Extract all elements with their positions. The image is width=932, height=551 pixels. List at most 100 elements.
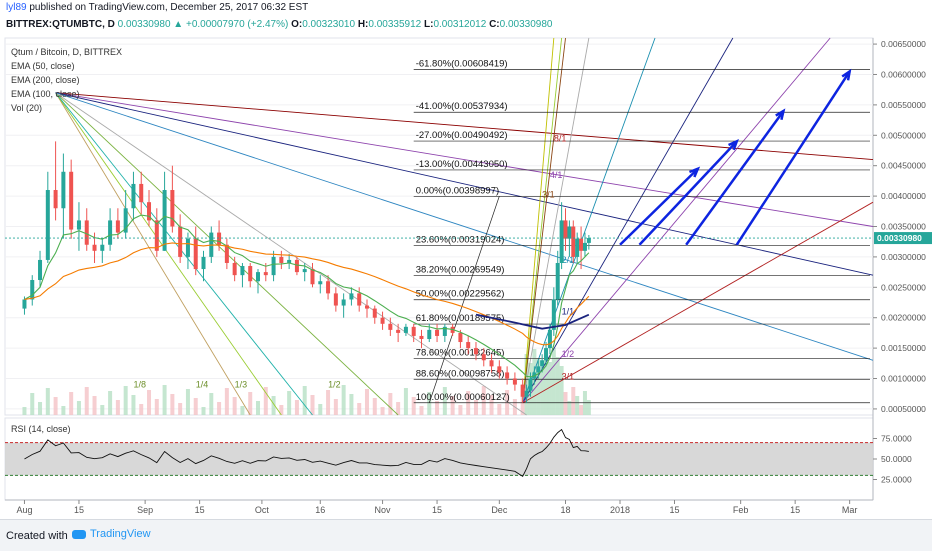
candle-body [372, 308, 377, 318]
x-tick-label: 15 [669, 505, 679, 515]
gann-fan-line [522, 37, 563, 403]
candle-body [497, 366, 502, 373]
candle-body [224, 244, 229, 263]
candle-body [147, 202, 152, 221]
gann-fan-line [522, 37, 831, 404]
y-tick-label: 0.00550000 [881, 100, 926, 110]
x-tick-label: Oct [255, 505, 270, 515]
candle-body [310, 269, 315, 285]
volume-bar [170, 394, 175, 415]
rsi-line [24, 428, 589, 477]
volume-bar [209, 393, 214, 415]
legend-ema200[interactable]: EMA (200, close) [11, 75, 80, 85]
candle-body [162, 190, 167, 251]
volume-bar [248, 392, 253, 415]
volume-bar [294, 400, 299, 415]
volume-bar [162, 385, 167, 415]
candle-body [178, 226, 183, 257]
volume-bar [154, 399, 159, 415]
gann-fan-line [522, 201, 874, 404]
volume-bar [240, 406, 245, 415]
brand-text: TradingView [90, 528, 151, 540]
candle-body [326, 281, 331, 294]
volume-bar [442, 387, 447, 415]
rsi-band [5, 442, 873, 476]
tradingview-brand[interactable]: TradingView [72, 528, 151, 540]
volume-bar [61, 406, 66, 415]
candle-body [22, 299, 27, 309]
candle-body [271, 256, 276, 276]
fib-level-label: -27.00%(0.00490492) [416, 130, 508, 141]
candle-body [442, 326, 447, 336]
y-tick-label: 0.00500000 [881, 130, 926, 140]
volume-bar [256, 401, 261, 415]
footer: Created with TradingView [0, 519, 932, 551]
gann-fan-line [55, 92, 874, 361]
y-tick-label: 0.00300000 [881, 252, 926, 262]
projection-arrowhead [728, 139, 739, 151]
legend-ema50[interactable]: EMA (50, close) [11, 61, 75, 71]
fib-level-label: 61.80%(0.00189575) [416, 313, 505, 324]
candle-body [76, 220, 81, 230]
fan-label-right: 4/1 [550, 170, 563, 180]
legend-ema100[interactable]: EMA (100, close) [11, 89, 80, 99]
volume-bar [326, 390, 331, 415]
price-chart[interactable]: 0.00650000 0.00600000 0.00550000 0.00500000… [0, 0, 932, 519]
author-link[interactable]: lyl89 [6, 2, 27, 13]
candle-body [240, 266, 245, 276]
fib-level-label: 23.60%(0.00319024) [416, 234, 505, 245]
volume-bar [224, 388, 229, 415]
fib-level-label: 0.00%(0.00398997) [416, 186, 499, 197]
volume-bar [551, 348, 556, 415]
y-tick-label: 0.00250000 [881, 282, 926, 292]
x-tick-label: 15 [790, 505, 800, 515]
fan-label-right: 3/1 [562, 372, 575, 382]
gann-fan-line [55, 92, 874, 227]
candle-body [555, 262, 560, 300]
volume-bar [115, 400, 120, 415]
x-tick-label: 2018 [610, 505, 630, 515]
volume-bar [201, 407, 206, 415]
volume-bar [524, 354, 529, 415]
candle-body [481, 354, 486, 361]
y-tick-label: 0.00400000 [881, 191, 926, 201]
candle-body [586, 238, 591, 243]
volume-bar [147, 390, 152, 415]
candle-body [263, 272, 268, 276]
candle-body [563, 220, 568, 239]
volume-bar [575, 396, 580, 415]
fan-label-left: 1/2 [328, 380, 341, 390]
legend-volume[interactable]: Vol (20) [11, 103, 43, 113]
candle-body [349, 293, 354, 300]
candle-body [69, 171, 74, 230]
volume-bar [579, 405, 584, 415]
volume-bar [544, 353, 549, 415]
candle-body [427, 329, 432, 339]
y-tick-label: 0.00050000 [881, 404, 926, 414]
rsi-legend[interactable]: RSI (14, close) [11, 424, 71, 434]
candle-body [466, 342, 471, 349]
fib-trend-line [428, 195, 500, 403]
close-label: C: [489, 19, 500, 30]
volume-bar [139, 404, 144, 415]
volume-bar [489, 395, 494, 415]
volume-bar [193, 398, 198, 415]
x-tick-label: Sep [137, 505, 153, 515]
volume-bar [571, 387, 576, 415]
volume-bar [450, 396, 455, 415]
fib-level-label: -41.00%(0.00537934) [416, 101, 508, 112]
candle-body [170, 190, 175, 227]
volume-bar [419, 406, 424, 415]
ema100-line [24, 242, 590, 346]
gann-fan-line [522, 37, 555, 403]
y-tick-label: 0.00450000 [881, 161, 926, 171]
y-tick-label: 0.00150000 [881, 343, 926, 353]
open-value: 0.00323010 [302, 19, 356, 30]
high-value: 0.00335912 [368, 19, 422, 30]
fan-label-left: 1/3 [235, 380, 248, 390]
fib-level-label: -13.00%(0.00443050) [416, 159, 508, 170]
fib-level-label: 100.00%(0.00060127) [416, 392, 510, 403]
last-price-tag [874, 232, 932, 245]
candle-body [232, 262, 237, 276]
x-tick-label: Mar [842, 505, 858, 515]
